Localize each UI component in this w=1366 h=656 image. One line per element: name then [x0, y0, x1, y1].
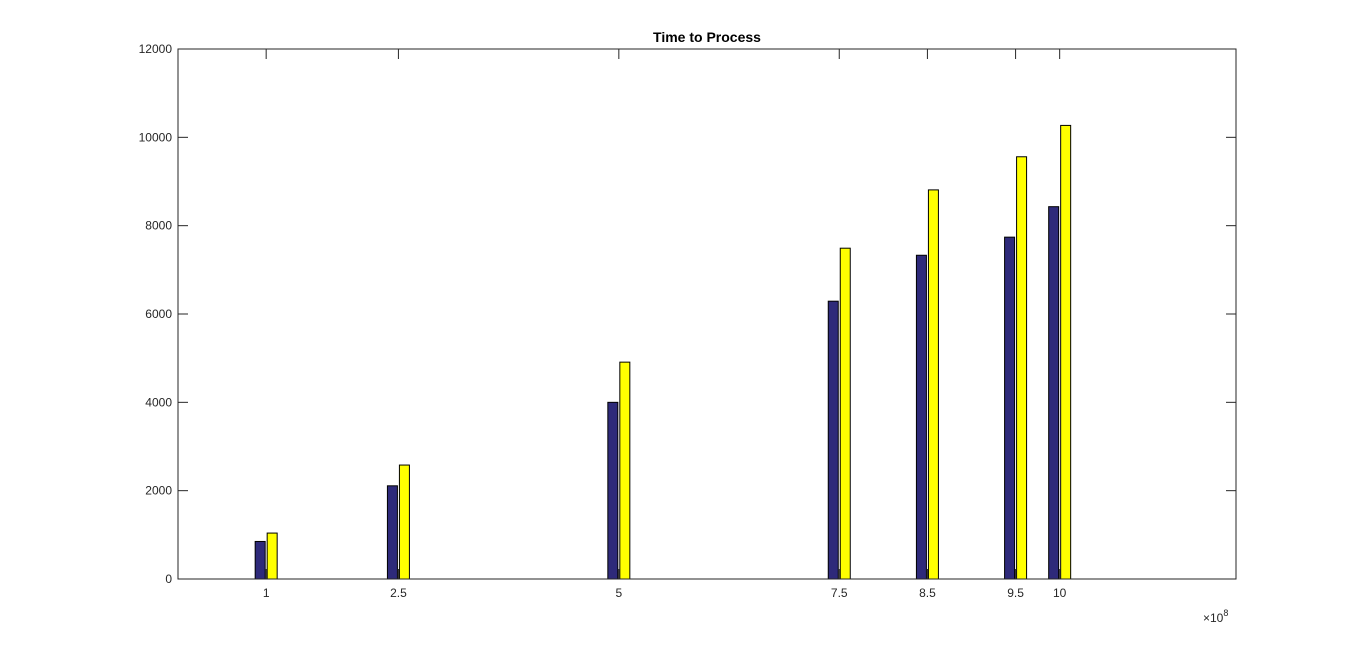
bars-layer — [254, 124, 1072, 580]
bar-series-1-7.5 — [827, 300, 839, 580]
bar-series-1-9.5 — [1004, 236, 1016, 580]
x-exponent-label: ×108 — [1203, 608, 1228, 625]
y-tick-label: 8000 — [145, 219, 172, 233]
bar-series-2-2.5 — [398, 464, 410, 580]
x-exponent-power: 8 — [1223, 608, 1228, 618]
bar-series-2-5 — [619, 361, 631, 580]
y-tick-labels: 0 2000 4000 6000 8000 10000 12000 — [139, 42, 173, 586]
axes-box — [177, 48, 1237, 580]
bar-series-1-5 — [607, 401, 619, 580]
x-tick-label: 5 — [615, 586, 622, 600]
y-tick-label: 6000 — [145, 307, 172, 321]
y-tick-label: 0 — [165, 572, 172, 586]
y-tick-label: 2000 — [145, 484, 172, 498]
bar-series-2-10 — [1060, 124, 1072, 580]
bar-series-2-8.5 — [927, 189, 939, 580]
bar-series-2-9.5 — [1016, 156, 1028, 580]
plot-area — [178, 49, 1236, 579]
y-tick-label: 10000 — [139, 130, 173, 144]
x-tick-label: 2.5 — [390, 586, 407, 600]
x-exponent-base: ×10 — [1203, 611, 1224, 625]
x-tick-label: 9.5 — [1007, 586, 1024, 600]
chart-title: Time to Process — [653, 29, 761, 45]
y-tick-label: 12000 — [139, 42, 173, 56]
bar-series-2-1 — [266, 532, 278, 580]
bar-series-1-8.5 — [915, 254, 927, 580]
bar-series-1-10 — [1048, 206, 1060, 580]
bar-series-2-7.5 — [839, 247, 851, 580]
y-tick-label: 4000 — [145, 395, 172, 409]
bar-series-1-1 — [254, 540, 266, 580]
x-tick-label: 1 — [263, 586, 270, 600]
bar-series-1-2.5 — [386, 485, 398, 580]
x-tick-label: 10 — [1053, 586, 1067, 600]
x-tick-label: 7.5 — [831, 586, 848, 600]
x-tick-labels: 1 2.5 5 7.5 8.5 9.5 10 — [263, 586, 1067, 600]
x-tick-label: 8.5 — [919, 586, 936, 600]
